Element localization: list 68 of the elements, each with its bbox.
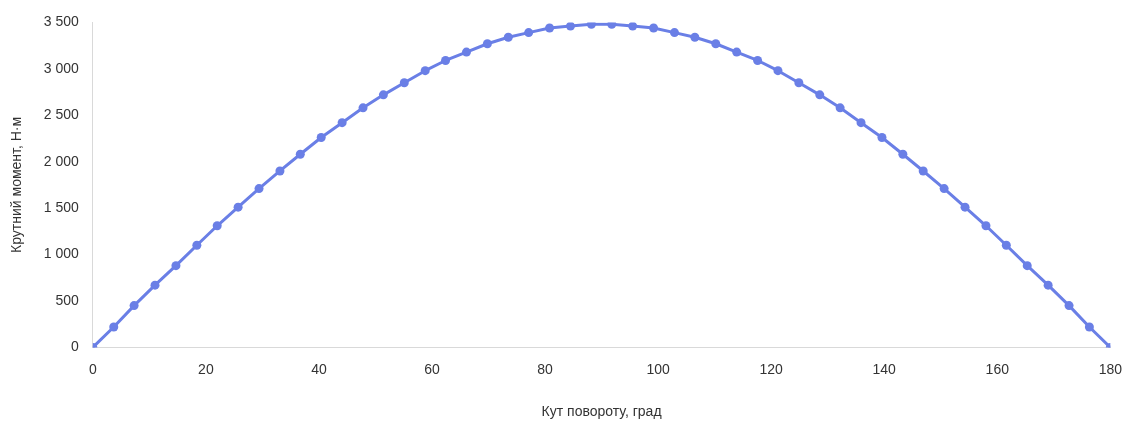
point [171,261,181,271]
y-axis-title: Крутний момент, Н·м [8,116,25,253]
point [711,39,721,49]
point [1022,261,1032,271]
point [378,90,388,100]
y-tick-label: 500 [55,291,80,308]
point [420,66,430,76]
x-tick-label: 40 [311,360,327,377]
x-tick-label: 120 [759,360,784,377]
x-tick-label: 60 [424,360,440,377]
point [399,78,409,88]
x-tick-label: 20 [198,360,214,377]
point [670,28,679,38]
point [461,47,471,57]
x-tick-label: 80 [537,360,554,377]
point [212,221,222,231]
y-tick-label: 1 000 [43,245,80,262]
y-tick-label: 2 500 [43,106,80,123]
point [649,23,659,33]
y-tick-label: 0 [71,338,80,355]
point [295,149,305,159]
point [524,28,534,38]
y-tick-label: 3 500 [43,13,80,30]
point [1043,280,1053,290]
point [129,301,139,311]
point [565,22,575,31]
point [732,47,742,57]
point [939,184,949,194]
y-tick-label: 1 500 [43,198,80,215]
point [503,32,513,42]
point [628,22,638,31]
point [1064,301,1074,311]
point [275,166,285,176]
x-tick-label: 100 [646,360,670,377]
point [192,240,202,250]
point [835,103,845,113]
point [358,103,368,113]
point [690,32,700,42]
point [316,133,326,143]
point [233,202,243,212]
x-tick-label: 180 [1098,360,1123,377]
point [794,78,804,88]
point [482,39,492,49]
point [815,90,825,100]
point [254,184,264,194]
point [150,280,160,290]
y-tick-label: 3 000 [43,59,80,76]
point [960,202,970,212]
point [918,166,928,176]
point [109,322,119,332]
point [773,66,783,76]
point [753,55,763,65]
x-axis-title: Кут повороту, град [541,403,662,420]
x-tick-label: 0 [88,360,97,377]
point [586,22,596,29]
point [1001,240,1011,250]
point [545,23,555,33]
x-tick-label: 160 [985,360,1010,377]
point [337,118,347,128]
point [898,149,908,159]
point [856,118,866,128]
point [877,133,887,143]
point [441,55,451,65]
y-tick-label: 2 000 [43,152,80,169]
point [1084,322,1094,332]
point [607,22,617,29]
x-tick-label: 140 [872,360,897,377]
point [981,221,991,231]
